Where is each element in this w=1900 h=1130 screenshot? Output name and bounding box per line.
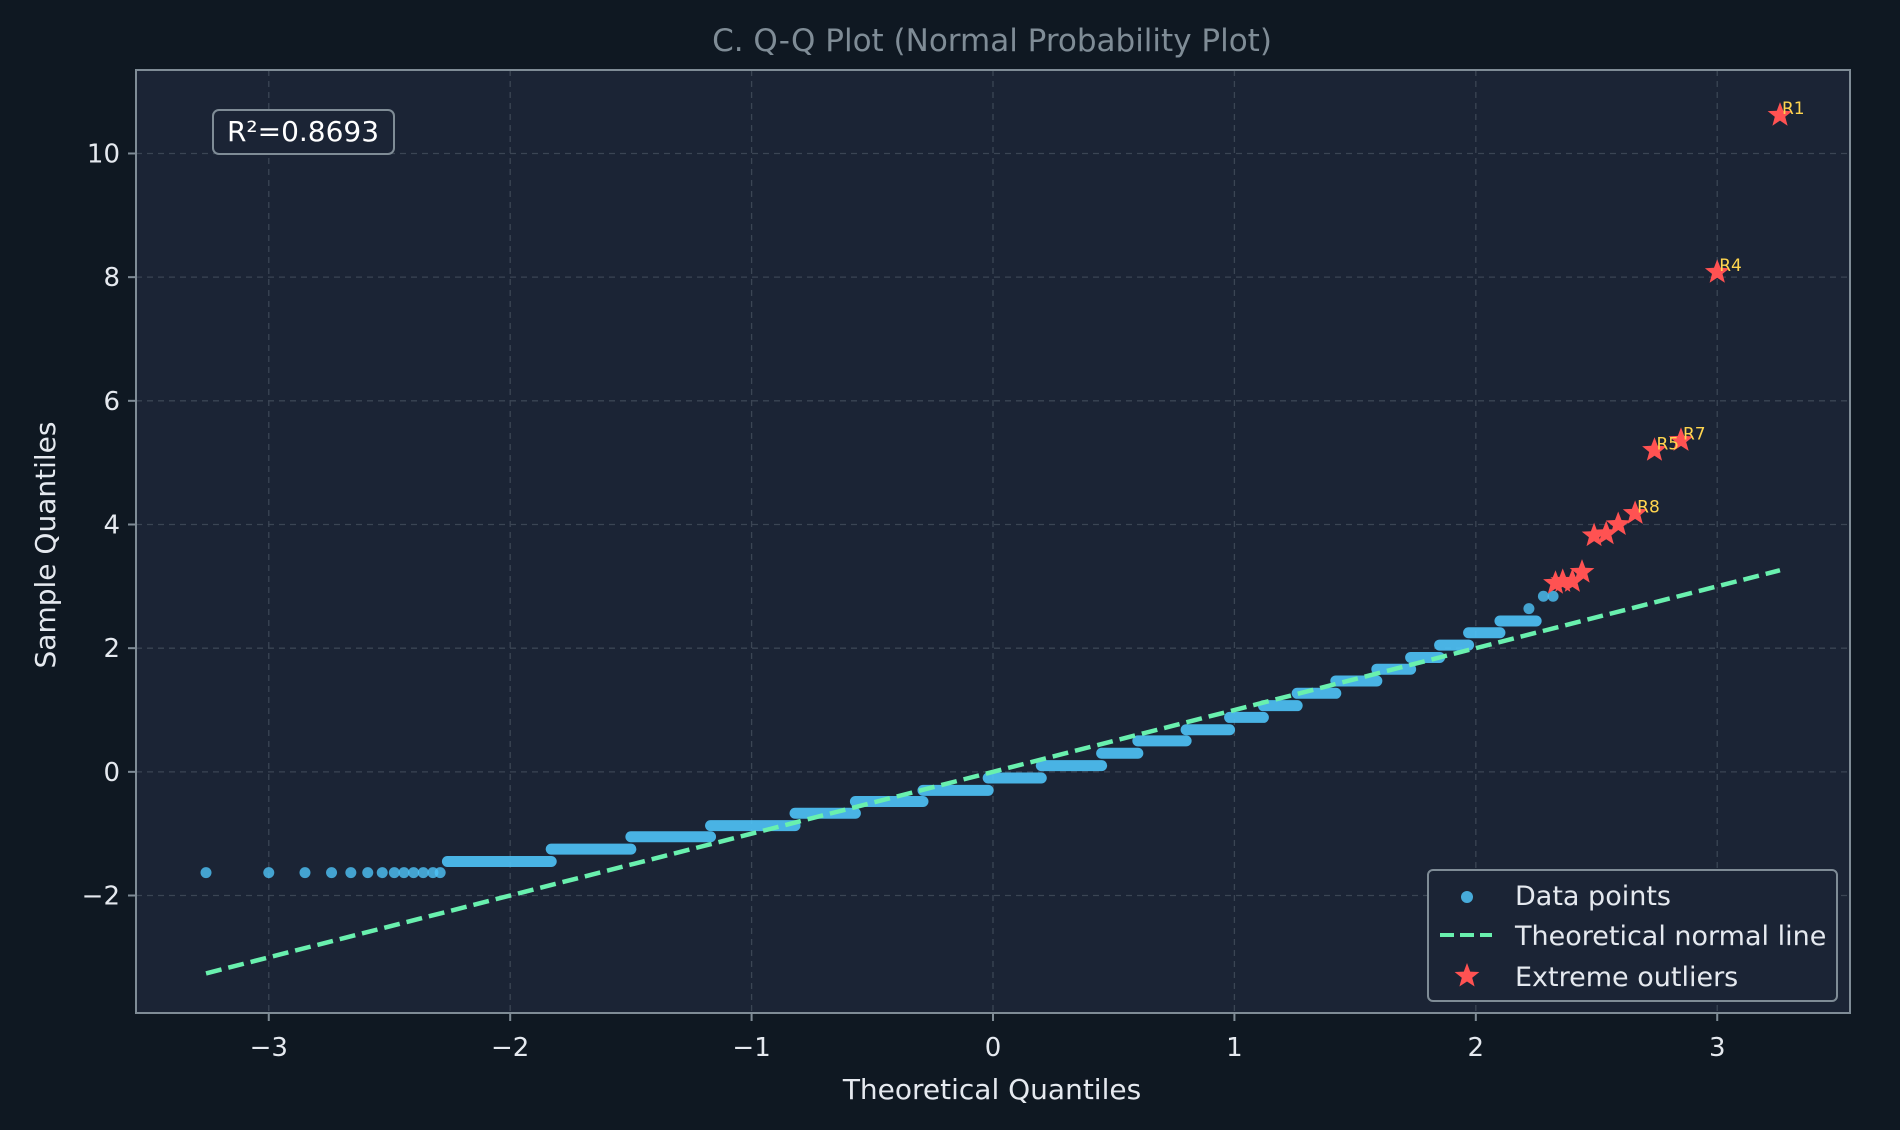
- data-point: [417, 867, 429, 879]
- theoretical-normal-line: [205, 568, 1781, 976]
- data-point: [376, 867, 388, 879]
- legend-label-data-points: Data points: [1515, 881, 1671, 912]
- data-point: [1523, 603, 1535, 615]
- annotation-box: [212, 109, 395, 155]
- legend-marker-data-points: [1461, 891, 1473, 903]
- outlier-star: [1622, 500, 1648, 524]
- outlier-label: R7: [1683, 424, 1706, 444]
- outlier-label: R1: [1782, 99, 1805, 119]
- outlier-label: R5: [1656, 434, 1679, 454]
- outlier-label: R4: [1719, 256, 1742, 276]
- outlier-star: [1642, 437, 1667, 461]
- legend: Data points Theoretical normal line Extr…: [1427, 869, 1838, 1002]
- data-point: [408, 867, 420, 879]
- outlier-star: [1581, 522, 1607, 547]
- r-squared-annotation: R²=0.8693: [212, 109, 395, 155]
- chart-title: C. Q-Q Plot (Normal Probability Plot): [712, 23, 1272, 59]
- r-squared-value: R²=0.8693: [227, 115, 379, 148]
- y-tick-label: 2: [103, 634, 120, 664]
- outlier-star: [1767, 102, 1793, 126]
- legend-label-extreme-outliers: Extreme outliers: [1515, 962, 1738, 993]
- y-tick-label: 6: [103, 387, 120, 417]
- y-tick-label: 10: [87, 139, 120, 169]
- data-point: [434, 867, 446, 879]
- y-axis-label: Sample Quantiles: [29, 422, 62, 669]
- x-axis-label: Theoretical Quantiles: [842, 1073, 1141, 1106]
- y-tick-label: 0: [103, 758, 120, 788]
- data-points-series: [200, 590, 1559, 879]
- data-point: [398, 867, 410, 879]
- outlier-star: [1668, 427, 1694, 451]
- outlier-star: [1543, 570, 1568, 594]
- data-point: [388, 867, 400, 879]
- x-tick-label: −3: [250, 1033, 288, 1063]
- outlier-star: [1593, 520, 1619, 545]
- outlier-star: [1704, 259, 1730, 283]
- data-point: [362, 867, 374, 879]
- outlier-star: [1605, 511, 1631, 535]
- data-point: [263, 867, 275, 879]
- legend-box: [1427, 869, 1838, 1002]
- grid: [136, 70, 1850, 1013]
- data-point: [200, 867, 212, 879]
- outlier-star: [1560, 568, 1585, 592]
- x-tick-label: 3: [1709, 1033, 1726, 1063]
- x-tick-label: −1: [732, 1033, 770, 1063]
- x-tick-label: −2: [491, 1033, 529, 1063]
- x-tick-label: 1: [1226, 1033, 1243, 1063]
- x-tick-label: 0: [985, 1033, 1002, 1063]
- outlier-star: [1569, 559, 1595, 583]
- x-axis-ticks: −3 −2 −1 0 1 2 3: [250, 1013, 1726, 1063]
- legend-label-theoretical-line: Theoretical normal line: [1514, 921, 1826, 952]
- data-point: [1547, 590, 1559, 602]
- y-tick-label: 4: [103, 510, 120, 540]
- y-axis-ticks: −2 0 2 4 6 8 10: [82, 139, 136, 912]
- data-point: [326, 867, 338, 879]
- theoretical-line-path: [205, 568, 1781, 976]
- data-point: [1537, 590, 1549, 602]
- data-point: [299, 867, 311, 879]
- legend-marker-extreme-outliers: [1454, 963, 1480, 987]
- data-point: [345, 867, 357, 879]
- y-tick-label: 8: [103, 263, 120, 293]
- y-tick-label: −2: [82, 882, 120, 912]
- outlier-label: R8: [1637, 497, 1660, 517]
- x-tick-label: 2: [1468, 1033, 1485, 1063]
